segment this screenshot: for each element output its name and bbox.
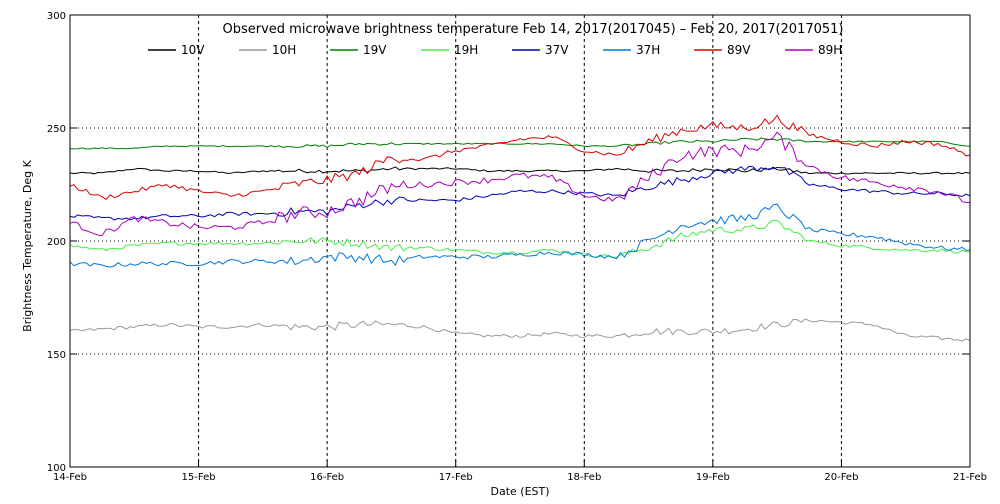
- legend-label: 89V: [727, 43, 751, 57]
- y-tick-label: 150: [47, 350, 66, 361]
- legend-item-10h: 10H: [239, 43, 296, 57]
- y-tick-label: 100: [47, 463, 66, 474]
- x-axis-label: Date (EST): [490, 485, 549, 498]
- axis-ticks: 100 150 200 250 300 14-Feb 15-Feb 16-Feb 17-Feb 1…: [47, 11, 987, 483]
- y-tick-label: 300: [47, 11, 66, 22]
- x-tick-label: 17-Feb: [439, 472, 473, 483]
- x-tick-label: 16-Feb: [310, 472, 344, 483]
- legend-label: 10V: [181, 43, 205, 57]
- chart-title: Observed microwave brightness temperatur…: [222, 22, 843, 37]
- legend-label: 37V: [545, 43, 569, 57]
- legend-label: 89H: [818, 43, 842, 57]
- legend-label: 19H: [454, 43, 478, 57]
- grid: [70, 15, 970, 467]
- y-tick-label: 250: [47, 124, 66, 135]
- legend-item-89v: 89V: [694, 43, 751, 57]
- legend-item-37h: 37H: [603, 43, 660, 57]
- series-line-37h: [69, 203, 971, 268]
- legend-item-19v: 19V: [330, 43, 387, 57]
- series-lines: [69, 114, 971, 342]
- x-tick-label: 20-Feb: [824, 472, 858, 483]
- series-line-10v: [69, 166, 971, 175]
- series-line-37v: [69, 165, 971, 221]
- x-tick-label: 15-Feb: [182, 472, 216, 483]
- series-line-10h: [69, 318, 971, 342]
- x-tick-label: 19-Feb: [696, 472, 730, 483]
- legend-item-10v: 10V: [148, 43, 205, 57]
- legend: 10V 10H 19V 19H 37V 37H 89V 89H: [148, 43, 842, 57]
- legend-label: 19V: [363, 43, 387, 57]
- legend-item-89h: 89H: [785, 43, 842, 57]
- legend-label: 37H: [636, 43, 660, 57]
- series-line-19h: [69, 220, 971, 259]
- series-line-89h: [69, 131, 971, 237]
- y-axis-label: Brightness Temperature, Deg K: [21, 159, 34, 331]
- legend-item-37v: 37V: [512, 43, 569, 57]
- legend-item-19h: 19H: [421, 43, 478, 57]
- x-tick-label: 14-Feb: [53, 472, 87, 483]
- series-line-89v: [69, 114, 971, 200]
- x-tick-label: 21-Feb: [953, 472, 987, 483]
- series-line-19v: [69, 137, 971, 150]
- y-tick-label: 200: [47, 237, 66, 248]
- x-tick-label: 18-Feb: [567, 472, 601, 483]
- legend-label: 10H: [272, 43, 296, 57]
